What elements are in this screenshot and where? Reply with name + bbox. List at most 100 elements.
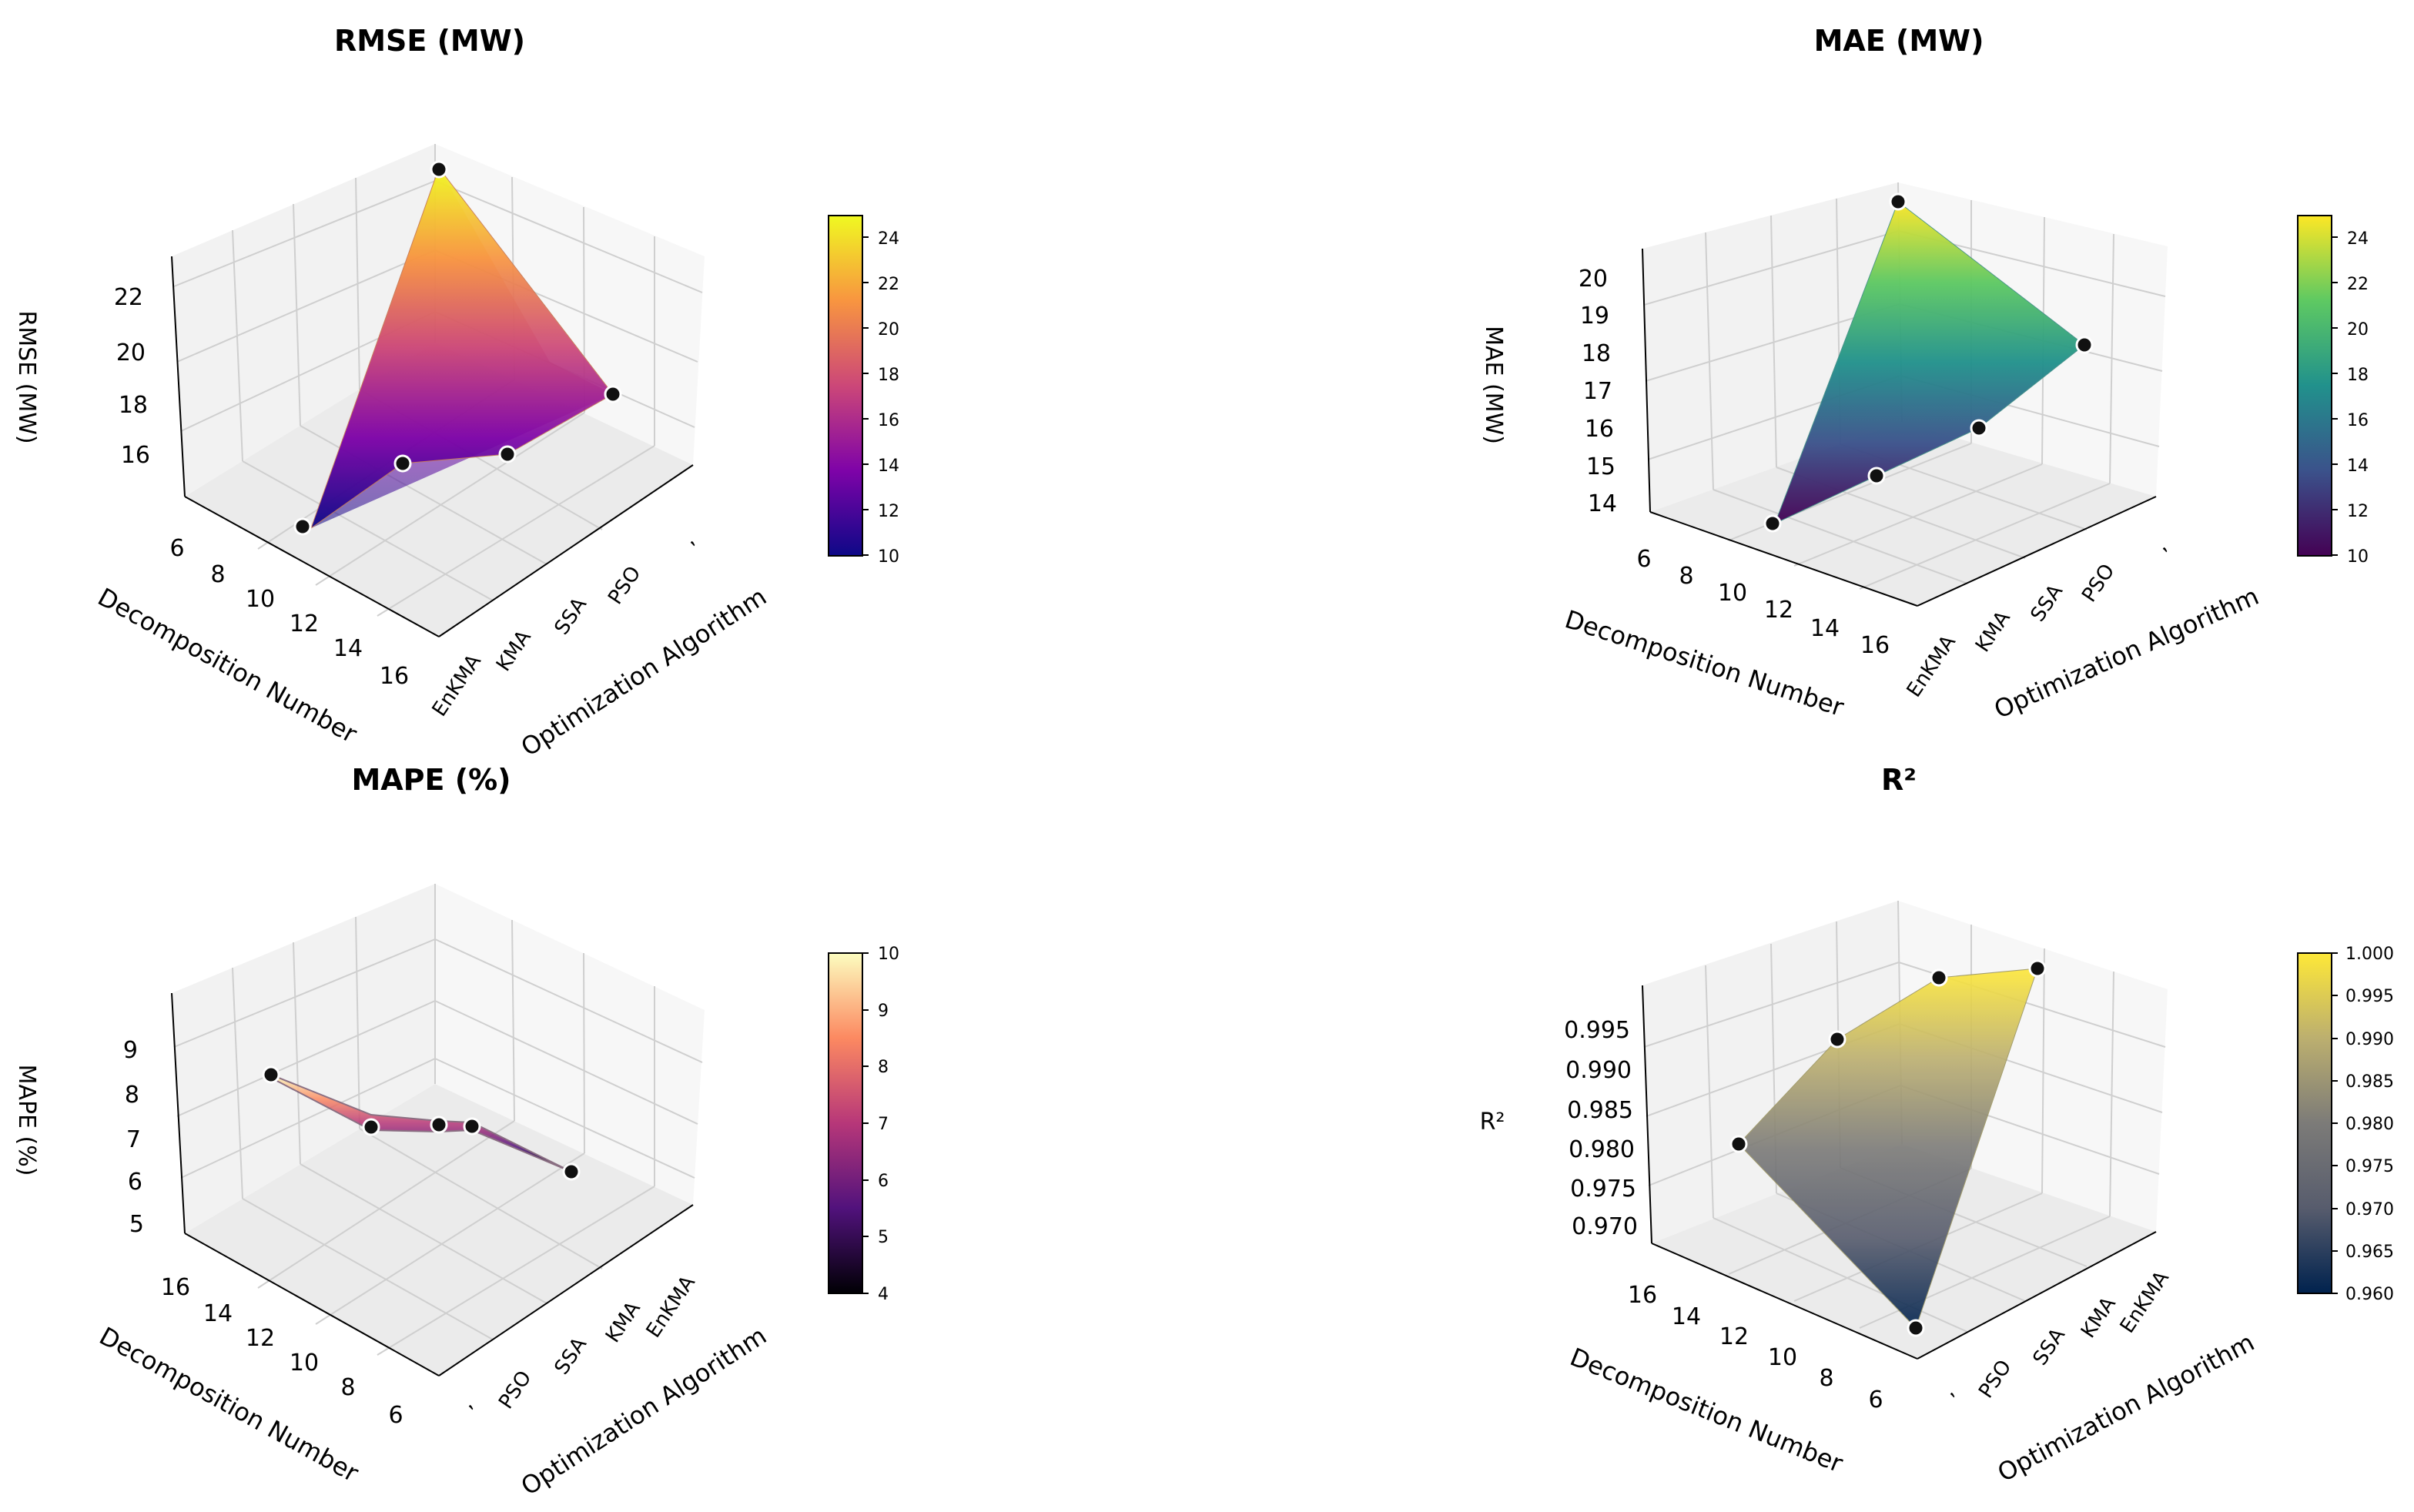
y-tick-label: ,: [1937, 1383, 1959, 1401]
colorbar-tick-label: 14: [2347, 457, 2369, 476]
panel-title: MAE (MW): [1814, 24, 1984, 58]
x-tick-label: 14: [203, 1300, 233, 1327]
surface-upper-face: [310, 166, 614, 530]
colorbar: 0.960 0.965 0.970 0.975 0.980 0.985 0.99…: [2297, 945, 2394, 1304]
colorbar-tick-label: 0.995: [2345, 987, 2394, 1006]
data-point: [293, 517, 312, 536]
z-tick-label: 7: [126, 1126, 141, 1153]
z-axis-label: MAE (MW): [1480, 326, 1507, 444]
y-axis-line: [438, 1204, 694, 1377]
z-axis-line: [1642, 248, 1651, 513]
x-tick-label: 6: [1868, 1387, 1883, 1413]
y-tick-label: ,: [677, 531, 699, 550]
z-tick-label: 0.990: [1565, 1057, 1632, 1084]
colorbar-tick-label: 0.990: [2345, 1030, 2394, 1049]
x-axis-label: Decomposition Number: [93, 582, 363, 749]
colorbar-gradient: [828, 952, 863, 1294]
data-point: [430, 160, 448, 179]
z-axis-label: R²: [1480, 1109, 1505, 1136]
y-axis-line: [1917, 1231, 2157, 1360]
x-tick-label: 10: [246, 586, 275, 613]
x-axis-label: Decomposition Number: [95, 1321, 364, 1488]
x-tick-label: 10: [290, 1350, 319, 1377]
data-point: [362, 1118, 380, 1136]
y-tick-label: PSO: [2078, 560, 2119, 606]
colorbar-tick-label: 12: [878, 502, 899, 521]
z-tick-label: 20: [1579, 266, 1608, 293]
y-tick-label: PSO: [1974, 1356, 2016, 1402]
colorbar-tick-label: 18: [878, 366, 899, 385]
panel-rmse: RMSE (MW) 16 18 20 22 RMSE (MW): [13, 24, 899, 762]
z-axis-line: [1642, 985, 1652, 1244]
x-tick-label: 12: [246, 1325, 275, 1352]
y-tick-label: ,: [455, 1395, 477, 1413]
colorbar-tick-label: 9: [878, 1002, 889, 1021]
data-point: [1828, 1030, 1846, 1049]
colorbar-tick-label: 0.980: [2345, 1115, 2394, 1134]
colorbar-tick-label: 0.970: [2345, 1200, 2394, 1219]
x-axis-line: [184, 496, 440, 637]
colorbar-tick-label: 12: [2347, 502, 2369, 521]
x-tick-label: 14: [333, 635, 363, 662]
colorbar-tick-label: 14: [878, 457, 899, 476]
x-tick-label: 6: [169, 535, 184, 562]
x-tick-label: 6: [388, 1402, 403, 1429]
data-point: [604, 385, 622, 403]
right-pane: [435, 144, 705, 465]
colorbar-tick-label: 10: [2347, 547, 2369, 567]
y-tick-label: PSO: [494, 1366, 536, 1413]
data-points: [1729, 959, 2047, 1337]
y-tick-label: EnKMA: [1903, 631, 1960, 702]
colorbar-tick-label: 4: [878, 1285, 889, 1304]
colorbar-gradient: [828, 215, 863, 557]
data-point: [2028, 959, 2047, 978]
y-tick-label: KMA: [492, 626, 536, 675]
data-point: [1930, 968, 1948, 987]
z-tick-label: 8: [125, 1082, 139, 1109]
x-tick-label: 12: [290, 610, 319, 637]
z-tick-label: 5: [129, 1211, 144, 1238]
y-axis-label: Optimization Algorithm: [1990, 581, 2263, 724]
y-tick-label: SSA: [551, 594, 592, 639]
x-tick-label: 8: [1819, 1365, 1833, 1392]
x-tick-label: 16: [380, 663, 409, 690]
x-axis-line: [1649, 511, 1918, 607]
z-tick-label: 6: [128, 1169, 142, 1196]
x-tick-label: 14: [1672, 1303, 1701, 1330]
y-axis-line: [438, 464, 694, 637]
x-tick-label: 8: [340, 1374, 355, 1401]
z-tick-label: 17: [1583, 378, 1612, 405]
floor-pane: [185, 1084, 693, 1376]
x-tick-label: 12: [1764, 597, 1793, 624]
data-point: [262, 1065, 280, 1084]
x-tick-label: 16: [1860, 632, 1890, 659]
data-point: [498, 445, 517, 463]
x-tick-label: 8: [210, 561, 225, 588]
panel-title: MAPE (%): [351, 763, 511, 797]
left-pane: [172, 884, 435, 1233]
data-point: [1729, 1135, 1748, 1153]
x-tick-label: 14: [1810, 615, 1840, 642]
colorbar-tick-label: 0.985: [2345, 1072, 2394, 1092]
x-tick-label: 6: [1636, 546, 1651, 573]
grid-lines: [173, 884, 703, 1356]
data-points: [262, 1065, 581, 1181]
colorbar-tick-label: 24: [878, 229, 899, 249]
colorbar-tick-label: 6: [878, 1172, 889, 1191]
surface-face: [1738, 968, 2038, 1329]
colorbar: 10 12 14 16 18 20 22 24: [2297, 215, 2369, 567]
colorbar-tick-label: 20: [878, 320, 899, 340]
colorbar-tick-label: 1.000: [2345, 945, 2394, 964]
z-tick-label: 0.980: [1569, 1136, 1635, 1163]
x-tick-label: 10: [1768, 1344, 1797, 1371]
x-tick-label: 16: [161, 1274, 190, 1301]
panel-mae: MAE (MW) 14 15 16 17 18 19 20 MAE (MW) 6: [1480, 24, 2369, 724]
z-tick-label: 19: [1580, 303, 1609, 329]
colorbar-tick-label: 22: [878, 275, 899, 294]
panel-mape: MAPE (%) 5 6 7 8 9 MAPE (%) 16 14 12 10: [13, 763, 899, 1501]
data-point: [1867, 467, 1886, 485]
colorbar-tick-label: 0.960: [2345, 1285, 2394, 1304]
y-tick-label: SSA: [2027, 580, 2068, 626]
panel-title: RMSE (MW): [334, 24, 525, 58]
z-tick-label: 9: [123, 1037, 138, 1064]
